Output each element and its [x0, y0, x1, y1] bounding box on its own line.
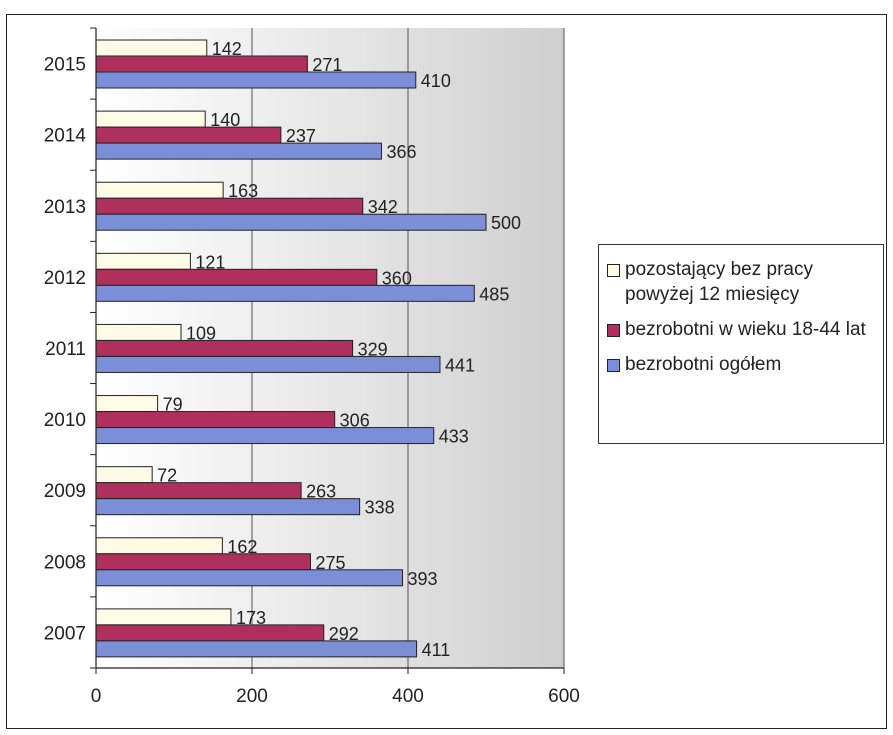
bar	[95, 608, 232, 626]
x-tick-label: 400	[392, 686, 424, 707]
data-label: 329	[358, 339, 388, 359]
legend-swatch-age-18-44	[607, 324, 620, 337]
bar	[95, 466, 153, 484]
y-tick-label: 2014	[44, 126, 87, 147]
data-label: 292	[329, 624, 359, 644]
legend-item: pozostający bez pracy powyżej 12 miesięc…	[607, 257, 877, 307]
bar	[95, 252, 191, 270]
data-label: 500	[491, 213, 521, 233]
bar	[95, 323, 182, 341]
data-label: 411	[422, 640, 451, 660]
data-label: 306	[340, 411, 370, 431]
data-label: 366	[386, 142, 416, 162]
y-tick-label: 2011	[45, 339, 86, 360]
bar	[95, 126, 282, 144]
bar	[95, 110, 206, 128]
bar	[95, 395, 159, 413]
data-label: 79	[163, 395, 183, 415]
data-label: 142	[212, 39, 242, 59]
legend-item: bezrobotni w wieku 18-44 lat	[607, 317, 877, 342]
x-tick-label: 0	[91, 686, 102, 707]
data-label: 263	[306, 482, 336, 502]
bar	[95, 268, 378, 286]
data-label: 173	[236, 608, 266, 628]
bar	[95, 142, 382, 160]
y-tick-label: 2015	[44, 55, 86, 76]
legend-item: bezrobotni ogółem	[607, 352, 877, 377]
bar	[95, 339, 354, 357]
data-label: 72	[157, 466, 177, 486]
data-label: 485	[479, 284, 509, 304]
bar	[95, 411, 336, 429]
y-tick-label: 2009	[44, 481, 86, 502]
bar	[95, 537, 223, 555]
data-label: 163	[228, 181, 258, 201]
y-tick-label: 2010	[44, 410, 86, 431]
x-tick-label: 200	[236, 686, 268, 707]
bar	[95, 181, 224, 199]
data-label: 237	[286, 126, 316, 146]
data-label: 342	[368, 197, 398, 217]
y-tick-label: 2012	[44, 268, 86, 289]
x-tick-label: 600	[548, 686, 580, 707]
bar	[95, 553, 311, 571]
bar	[95, 355, 441, 373]
data-label: 338	[365, 498, 395, 518]
bar	[95, 71, 417, 89]
bar	[95, 427, 435, 445]
bar	[95, 569, 404, 587]
bar	[95, 55, 308, 73]
legend-swatch-total	[607, 359, 620, 372]
bar	[95, 213, 487, 231]
data-label: 275	[316, 553, 346, 573]
legend-label: pozostający bez pracy powyżej 12 miesięc…	[625, 259, 813, 305]
data-label: 162	[227, 537, 257, 557]
data-label: 360	[382, 268, 412, 288]
y-tick-label: 2007	[44, 623, 86, 644]
legend-label: bezrobotni ogółem	[625, 354, 782, 375]
y-tick-label: 2008	[44, 552, 86, 573]
data-label: 140	[210, 110, 240, 130]
data-label: 393	[408, 569, 438, 589]
legend-label: bezrobotni w wieku 18-44 lat	[625, 319, 866, 340]
legend: pozostający bez pracy powyżej 12 miesięc…	[598, 244, 884, 444]
bar	[95, 640, 418, 658]
data-label: 433	[439, 427, 469, 447]
data-label: 271	[312, 55, 342, 75]
y-tick-label: 2013	[44, 197, 86, 218]
bar	[95, 39, 208, 57]
data-label: 109	[186, 323, 216, 343]
bar	[95, 284, 475, 302]
data-label: 410	[421, 71, 451, 91]
data-label: 441	[445, 355, 475, 375]
bar	[95, 482, 302, 500]
data-label: 121	[195, 252, 225, 272]
legend-swatch-long-term	[607, 264, 620, 277]
bar	[95, 624, 325, 642]
